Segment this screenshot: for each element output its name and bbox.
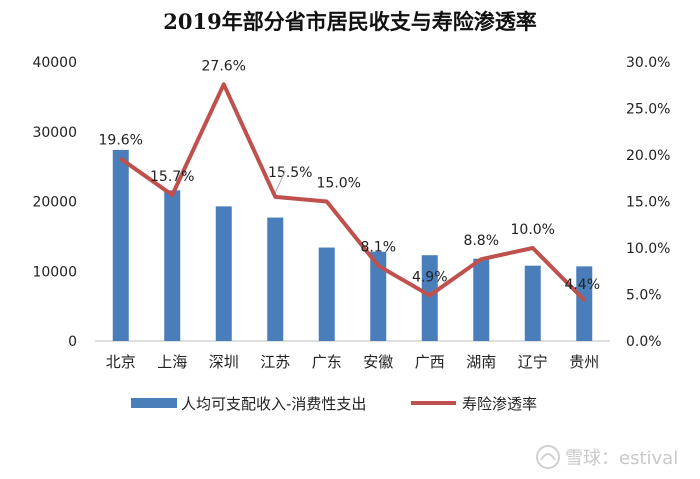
category-label: 江苏 — [260, 353, 290, 371]
left-tick-label: 0 — [68, 334, 77, 350]
category-labels: 北京 上海 深圳 江苏 广东 安徽 广西 湖南 辽宁 贵州 — [106, 353, 600, 371]
right-axis: 0.0% 5.0% 10.0% 15.0% 20.0% 25.0% 30.0% — [626, 55, 670, 350]
category-label: 广西 — [415, 353, 445, 371]
line-series — [119, 82, 586, 302]
watermark-text: 雪球：estival — [565, 448, 678, 469]
bar — [576, 266, 593, 341]
left-tick-label: 10000 — [32, 264, 77, 280]
bar — [164, 190, 181, 341]
line-point — [325, 200, 329, 203]
legend-bar-swatch — [131, 398, 177, 408]
bar — [421, 255, 438, 341]
left-tick-label: 30000 — [32, 125, 77, 141]
line-path — [119, 82, 586, 302]
category-label: 辽宁 — [518, 353, 548, 371]
category-label: 北京 — [106, 353, 136, 371]
legend-line-label: 寿险渗透率 — [462, 395, 537, 413]
category-label: 安徽 — [363, 353, 393, 371]
bar — [318, 247, 335, 341]
legend: 人均可支配收入-消费性支出 寿险渗透率 — [131, 395, 537, 413]
label-leader-line — [274, 170, 286, 194]
line-point — [428, 293, 432, 297]
watermark: 雪球：estival — [536, 445, 678, 469]
line-point — [222, 82, 226, 86]
bar — [370, 251, 387, 341]
line-point — [582, 298, 586, 302]
line-point — [479, 257, 483, 261]
line-data-label: 27.6% — [202, 58, 246, 74]
chart-title: 2019年部分省市居民收支与寿险渗透率 — [163, 9, 536, 34]
legend-bar-label: 人均可支配收入-消费性支出 — [181, 395, 366, 413]
right-tick-label: 25.0% — [626, 102, 670, 118]
left-tick-label: 40000 — [32, 55, 77, 71]
left-tick-label: 20000 — [32, 195, 77, 211]
line-data-label: 10.0% — [511, 222, 555, 238]
line-data-label: 4.9% — [412, 269, 448, 285]
right-tick-label: 15.0% — [626, 195, 670, 211]
right-tick-label: 20.0% — [626, 148, 670, 164]
bar — [267, 217, 284, 341]
snowball-logo-icon — [536, 445, 560, 469]
category-label: 深圳 — [209, 353, 239, 371]
bar — [473, 258, 490, 341]
line-point — [170, 193, 174, 197]
line-data-label: 15.0% — [317, 176, 361, 192]
bar — [215, 206, 232, 341]
line-data-label: 8.8% — [463, 233, 499, 249]
category-label: 上海 — [157, 353, 187, 371]
line-data-labels: 19.6% 15.7% 27.6% 15.5% 15.0% 8.1% 4.9% 8.8% 10.… — [99, 58, 601, 293]
bar-series — [112, 149, 593, 341]
line-point — [376, 264, 380, 268]
line-data-label: 15.7% — [150, 169, 194, 185]
right-tick-label: 10.0% — [626, 241, 670, 257]
bar — [524, 265, 541, 341]
right-tick-label: 5.0% — [626, 288, 662, 304]
line-data-label: 4.4% — [564, 277, 600, 293]
category-label: 贵州 — [569, 353, 599, 371]
left-axis: 0 10000 20000 30000 40000 — [32, 55, 77, 350]
line-data-label: 15.5% — [268, 165, 312, 181]
line-data-label: 8.1% — [360, 240, 396, 256]
line-data-label: 19.6% — [99, 133, 143, 149]
line-point — [273, 195, 277, 199]
right-tick-label: 0.0% — [626, 334, 662, 350]
line-point — [531, 246, 535, 250]
category-label: 湖南 — [466, 353, 496, 371]
line-point — [119, 157, 123, 161]
category-label: 广东 — [312, 353, 342, 371]
right-tick-label: 30.0% — [626, 55, 670, 71]
bar — [112, 149, 129, 341]
